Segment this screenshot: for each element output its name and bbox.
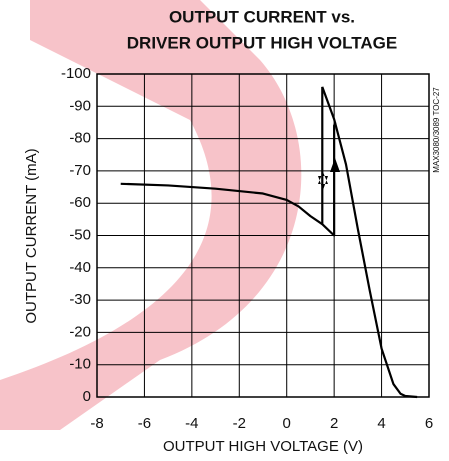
side-note: MAX3080/3089 TOC-27 <box>432 87 441 173</box>
y-tick-label: -100 <box>61 65 91 82</box>
y-tick-label: 0 <box>83 388 91 405</box>
arrow-down <box>318 172 328 190</box>
x-tick-label: -4 <box>185 415 198 432</box>
watermark <box>0 0 302 430</box>
x-tick-label: -6 <box>138 415 151 432</box>
chart-title: DRIVER OUTPUT HIGH VOLTAGE <box>127 33 397 52</box>
x-axis-label: OUTPUT HIGH VOLTAGE (V) <box>163 438 363 455</box>
x-tick-label: 6 <box>425 415 433 432</box>
y-tick-label: -10 <box>69 356 91 373</box>
x-tick-label: -8 <box>90 415 103 432</box>
x-tick-label: 0 <box>283 415 291 432</box>
y-tick-label: -40 <box>69 259 91 276</box>
y-tick-label: -80 <box>69 130 91 147</box>
y-tick-label: -20 <box>69 323 91 340</box>
x-tick-label: 4 <box>377 415 385 432</box>
x-tick-label: -2 <box>233 415 246 432</box>
y-tick-label: -90 <box>69 97 91 114</box>
y-tick-label: -60 <box>69 194 91 211</box>
line-series <box>120 122 337 237</box>
line-series <box>321 86 418 399</box>
y-axis-label: OUTPUT CURRENT (mA) <box>23 148 40 323</box>
chart-title: OUTPUT CURRENT vs. <box>169 7 355 26</box>
y-tick-label: -30 <box>69 291 91 308</box>
y-tick-label: -50 <box>69 226 91 243</box>
x-tick-label: 2 <box>330 415 338 432</box>
y-tick-label: -70 <box>69 162 91 179</box>
